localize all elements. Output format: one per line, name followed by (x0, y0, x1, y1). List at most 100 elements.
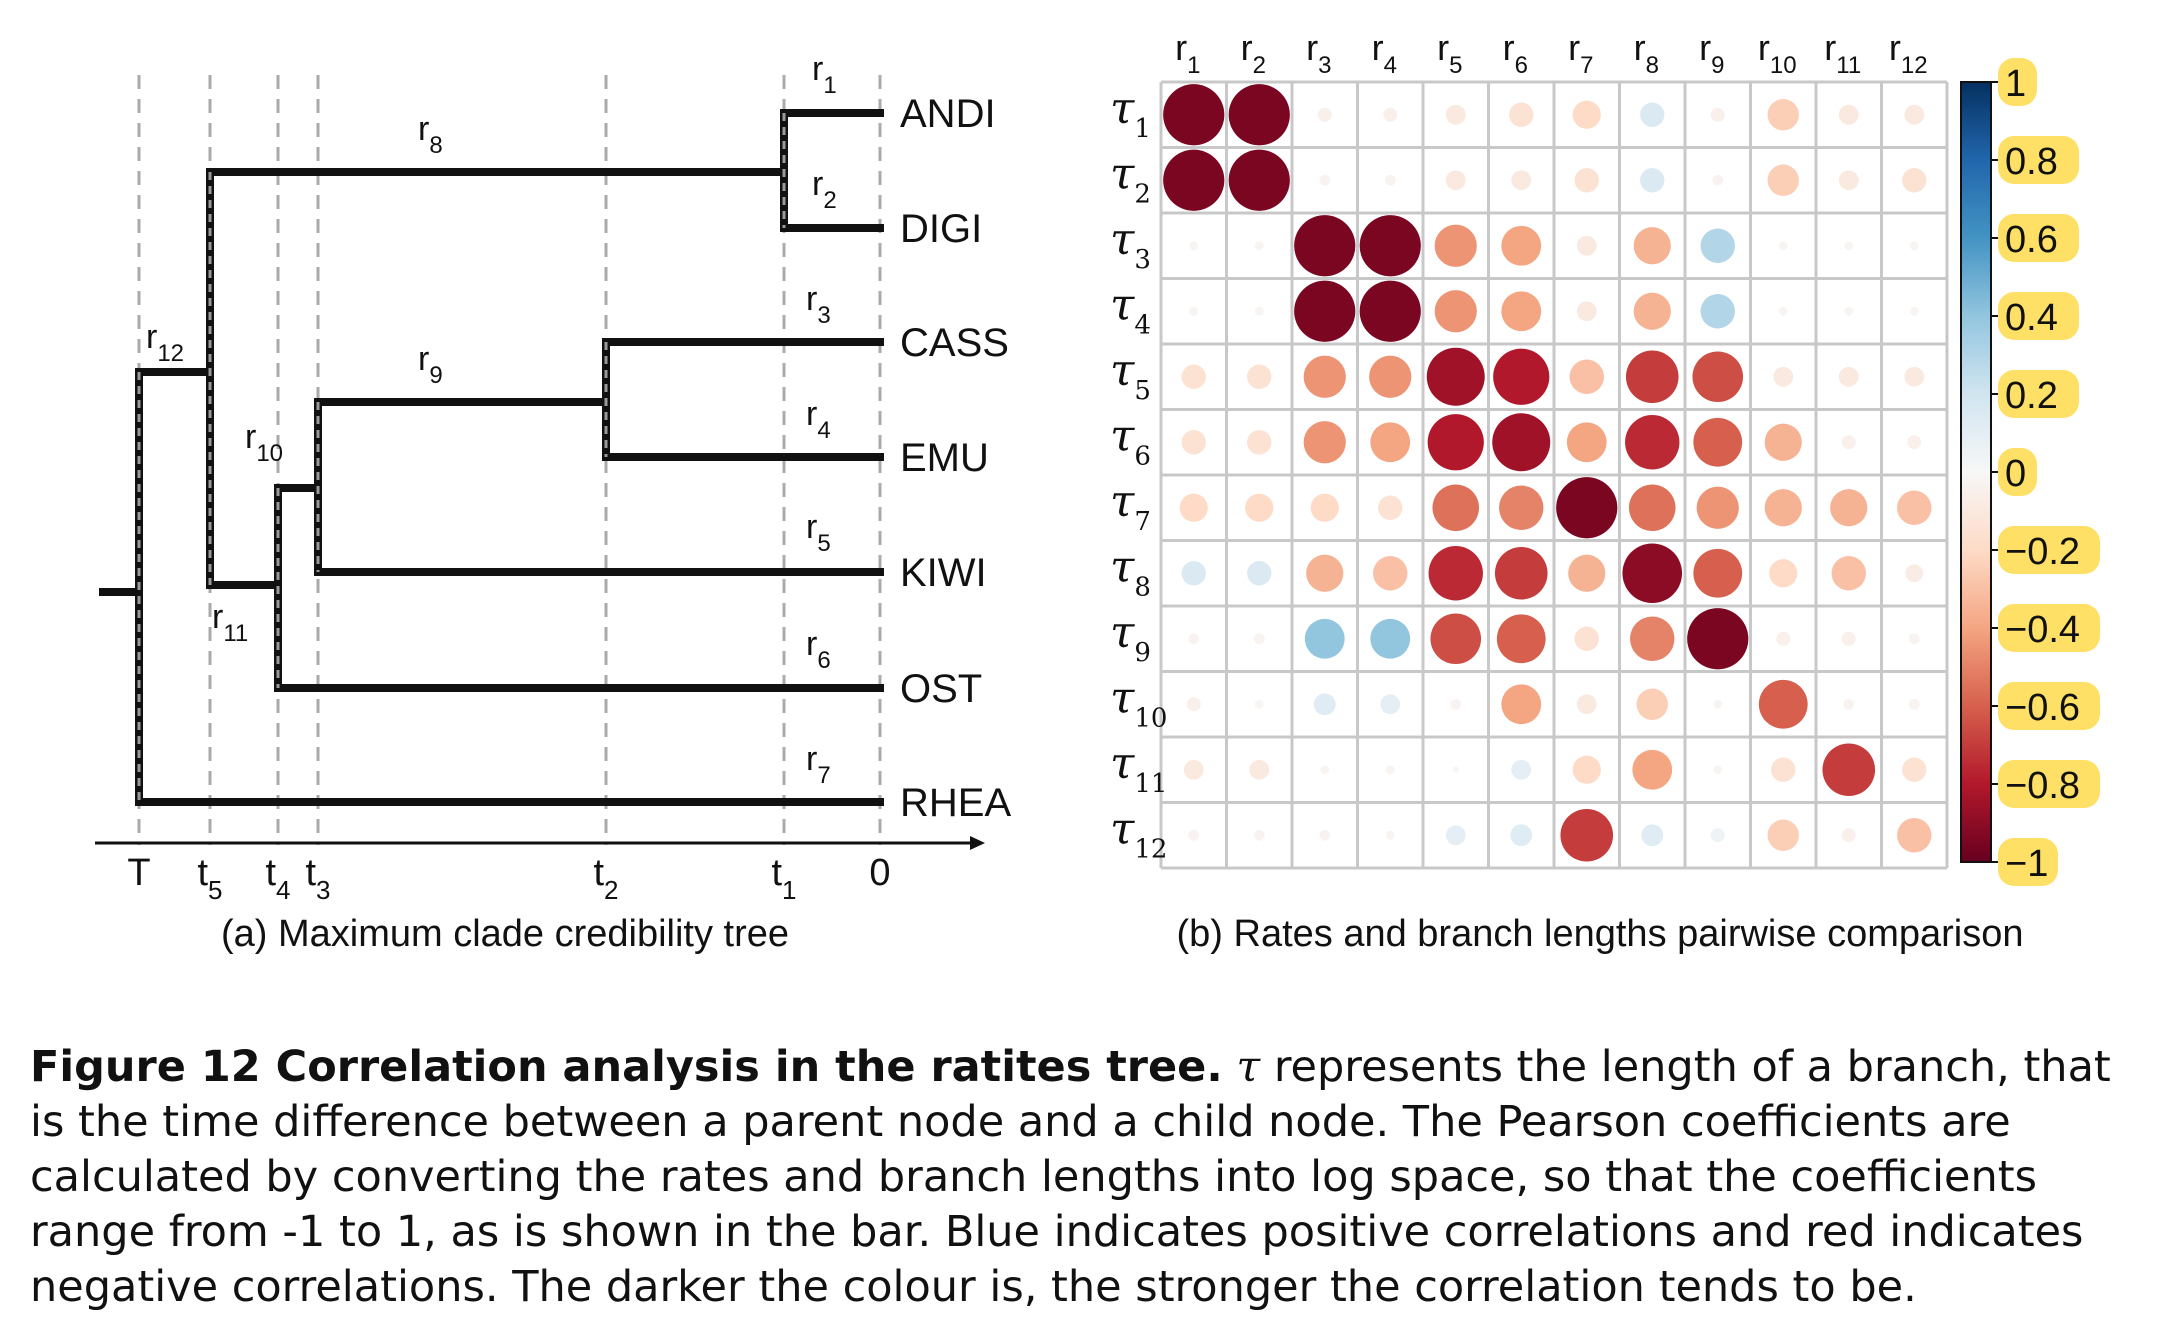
branch-label: r10 (245, 418, 283, 467)
correlation-circle (1501, 684, 1542, 725)
correlation-circle (1771, 757, 1796, 782)
figure-label: Figure 12 (30, 1042, 261, 1092)
colorbar-tick-highlight (1998, 760, 2100, 808)
correlation-circle (1228, 149, 1290, 211)
correlation-circle (1576, 235, 1597, 256)
panel-a-caption: (a) Maximum clade credibility tree (221, 913, 789, 955)
correlation-circle (1247, 364, 1272, 389)
correlation-circle (1179, 493, 1208, 522)
correlation-circle (1445, 170, 1466, 191)
correlation-circle (1452, 766, 1459, 773)
correlation-circle (1628, 484, 1676, 532)
correlation-circle (1713, 765, 1723, 775)
correlation-circle (1767, 99, 1799, 131)
column-label: r12 (1889, 27, 1928, 79)
correlation-circle (1306, 554, 1344, 592)
correlation-circle (1641, 824, 1664, 847)
correlation-circle (1426, 347, 1485, 406)
correlation-circle (1622, 543, 1683, 604)
correlation-circle (1831, 556, 1866, 591)
column-label: r7 (1568, 27, 1593, 79)
row-label: τ3 (1110, 214, 1151, 275)
correlation-circle (1319, 174, 1331, 186)
correlation-circle (1692, 351, 1744, 403)
correlation-circle (1501, 291, 1542, 332)
correlation-circle (1556, 477, 1618, 539)
branch-label: r6 (806, 625, 831, 674)
correlation-circle (1568, 554, 1606, 592)
column-label: r3 (1306, 27, 1331, 79)
correlation-circle (1905, 564, 1924, 583)
correlation-circle (1359, 280, 1421, 342)
leaf-labels: ANDI DIGI CASS EMU KIWI OST RHEA (900, 92, 1011, 825)
colorbar-tick-label: 0.4 (2005, 297, 2058, 339)
row-label: τ1 (1110, 83, 1151, 144)
time-tick-label: T (127, 852, 150, 894)
correlation-circle (1370, 618, 1411, 659)
correlation-circle (1767, 164, 1799, 196)
correlation-circle (1496, 614, 1546, 664)
correlation-circle (1385, 765, 1395, 775)
colorbar-tick-highlight (1998, 292, 2079, 340)
correlation-circle (1576, 694, 1597, 715)
time-tick-label: t2 (593, 852, 618, 905)
matrix-grid (1159, 80, 1949, 870)
correlation-circle (1359, 215, 1421, 277)
correlation-circle (1625, 350, 1679, 404)
branch-label: r5 (806, 508, 831, 557)
row-label: τ6 (1110, 410, 1151, 471)
row-label: τ2 (1110, 148, 1151, 209)
colorbar-tick-highlight (1998, 370, 2079, 418)
correlation-circle (1897, 490, 1932, 525)
column-label: r5 (1437, 27, 1462, 79)
colorbar-tick-label: 0.2 (2005, 375, 2058, 417)
branch-label: r7 (806, 740, 831, 789)
correlation-circle (1696, 486, 1739, 529)
row-label: τ9 (1110, 607, 1151, 668)
correlation-circle (1640, 102, 1665, 127)
column-labels: r1 r2 r3 r4 r5 r6 r7 r8 r9 r10 r11 r12 (1175, 27, 1928, 79)
branch-label: r11 (212, 598, 248, 647)
correlation-circle (1385, 830, 1395, 840)
correlation-circle (1189, 306, 1199, 316)
colorbar-tick-highlight (1998, 58, 2037, 106)
leaf-label: CASS (900, 321, 1009, 365)
correlation-circle (1769, 559, 1798, 588)
correlation-circle (1700, 294, 1735, 329)
branch-label: r3 (806, 280, 831, 329)
leaf-label: KIWI (900, 551, 987, 595)
leaf-label: OST (900, 667, 982, 711)
correlation-circle (1687, 608, 1749, 670)
correlation-circle (1844, 306, 1854, 316)
row-label: τ10 (1110, 672, 1167, 733)
correlation-circle (1625, 415, 1680, 470)
correlation-circle (1383, 107, 1398, 122)
correlation-circle (1254, 241, 1264, 251)
correlation-circle (1843, 698, 1855, 710)
correlation-circle (1249, 759, 1270, 780)
colorbar-tick-highlight (1998, 136, 2079, 184)
correlation-circle (1303, 421, 1346, 464)
correlation-circle (1294, 280, 1356, 342)
leaf-label: DIGI (900, 207, 982, 251)
correlation-circle (1450, 698, 1462, 710)
column-label: r2 (1241, 27, 1266, 79)
correlation-circle (1294, 215, 1356, 277)
correlation-circle (1247, 430, 1272, 455)
correlation-circle (1693, 548, 1743, 598)
correlation-circle (1432, 484, 1480, 532)
correlation-circle (1181, 561, 1206, 586)
column-label: r6 (1503, 27, 1528, 79)
correlation-circle (1510, 824, 1533, 847)
correlation-circle (1572, 100, 1601, 129)
branch-labels: r1 r2 r3 r4 r5 r6 r7 r8 r9 r10 r11 r12 (146, 50, 837, 789)
correlation-circle (1841, 631, 1856, 646)
correlation-circle (1908, 633, 1920, 645)
correlation-circle (1632, 749, 1673, 790)
colorbar-tick-highlight (1998, 526, 2100, 574)
correlation-circle (1838, 170, 1859, 191)
correlation-circle (1767, 819, 1799, 851)
correlation-circle (1830, 489, 1868, 527)
